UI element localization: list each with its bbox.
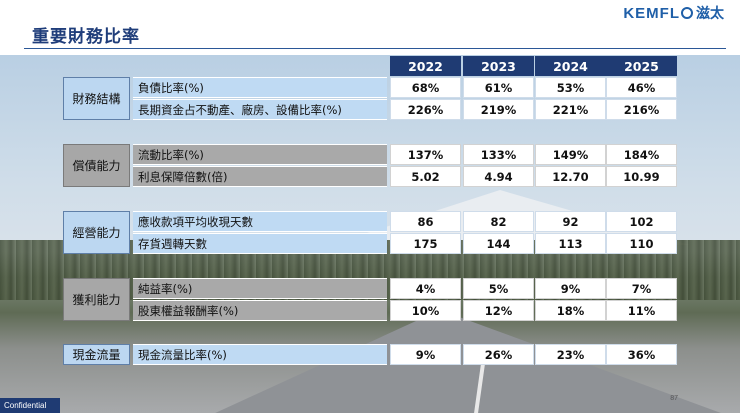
value-cell: 7% — [606, 278, 677, 299]
value-cell: 68% — [390, 77, 461, 98]
value-cell: 5.02 — [390, 166, 461, 187]
value-cell: 46% — [606, 77, 677, 98]
year-header-2022: 2022 — [390, 56, 461, 76]
logo-o-ring-icon — [681, 7, 693, 19]
group-label: 財務結構 — [63, 77, 130, 120]
value-cell: 18% — [535, 300, 606, 321]
group-label: 現金流量 — [63, 344, 130, 365]
value-cell: 12% — [463, 300, 534, 321]
value-cell: 61% — [463, 77, 534, 98]
value-cell: 12.70 — [535, 166, 606, 187]
value-cell: 137% — [390, 144, 461, 165]
value-cell: 113 — [535, 233, 606, 254]
value-cell: 219% — [463, 99, 534, 120]
value-cell: 133% — [463, 144, 534, 165]
value-cell: 26% — [463, 344, 534, 365]
title-underline — [24, 48, 726, 49]
value-cell: 149% — [535, 144, 606, 165]
value-cell: 92 — [535, 211, 606, 232]
row-label: 應收款項平均收現天數 — [133, 211, 387, 232]
value-cell: 4% — [390, 278, 461, 299]
slide-title: 重要財務比率 — [32, 27, 140, 47]
value-cell: 53% — [535, 77, 606, 98]
row-label: 長期資金占不動產、廠房、設備比率(%) — [133, 99, 387, 120]
year-header-2024: 2024 — [535, 56, 606, 76]
row-label: 現金流量比率(%) — [133, 344, 387, 365]
year-header-2025: 2025 — [606, 56, 677, 76]
page-number: 87 — [670, 395, 678, 402]
value-cell: 4.94 — [463, 166, 534, 187]
company-logo: KEMFL 滋太 — [623, 3, 724, 23]
row-label: 利息保障倍數(倍) — [133, 166, 387, 187]
value-cell: 82 — [463, 211, 534, 232]
value-cell: 184% — [606, 144, 677, 165]
value-cell: 144 — [463, 233, 534, 254]
value-cell: 9% — [390, 344, 461, 365]
confidential-label: Confidential — [0, 398, 60, 413]
value-cell: 86 — [390, 211, 461, 232]
value-cell: 11% — [606, 300, 677, 321]
value-cell: 9% — [535, 278, 606, 299]
row-label: 存貨週轉天數 — [133, 233, 387, 254]
value-cell: 175 — [390, 233, 461, 254]
group-label: 經營能力 — [63, 211, 130, 254]
row-label: 股東權益報酬率(%) — [133, 300, 387, 321]
slide-header: 重要財務比率 KEMFL 滋太 — [0, 0, 740, 55]
value-cell: 10% — [390, 300, 461, 321]
value-cell: 110 — [606, 233, 677, 254]
value-cell: 5% — [463, 278, 534, 299]
logo-latin-text: KEMFL — [623, 4, 680, 22]
group-label: 獲利能力 — [63, 278, 130, 321]
value-cell: 23% — [535, 344, 606, 365]
value-cell: 10.99 — [606, 166, 677, 187]
group-label: 償債能力 — [63, 144, 130, 187]
row-label: 純益率(%) — [133, 278, 387, 299]
value-cell: 36% — [606, 344, 677, 365]
row-label: 流動比率(%) — [133, 144, 387, 165]
value-cell: 221% — [535, 99, 606, 120]
value-cell: 102 — [606, 211, 677, 232]
value-cell: 216% — [606, 99, 677, 120]
year-header-2023: 2023 — [463, 56, 534, 76]
row-label: 負債比率(%) — [133, 77, 387, 98]
value-cell: 226% — [390, 99, 461, 120]
logo-cjk-text: 滋太 — [696, 6, 724, 22]
